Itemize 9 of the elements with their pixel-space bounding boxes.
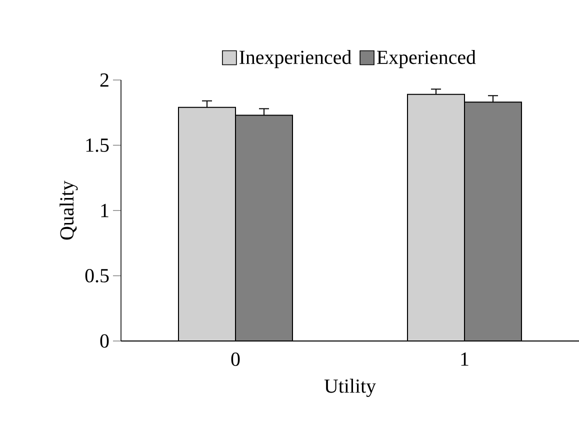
y-tick-label: 2 [100,73,108,87]
y-axis-title: Quality [60,180,78,240]
y-tick-label: 0.5 [85,268,109,283]
y-tick-label: 1 [101,204,108,218]
y-tick-label: 0 [100,334,109,348]
y-tick-label: 1.5 [86,138,109,152]
x-axis-title: Utility [324,378,376,397]
legend-label: Experienced [377,50,476,68]
legend-label: Inexperienced [240,50,352,68]
